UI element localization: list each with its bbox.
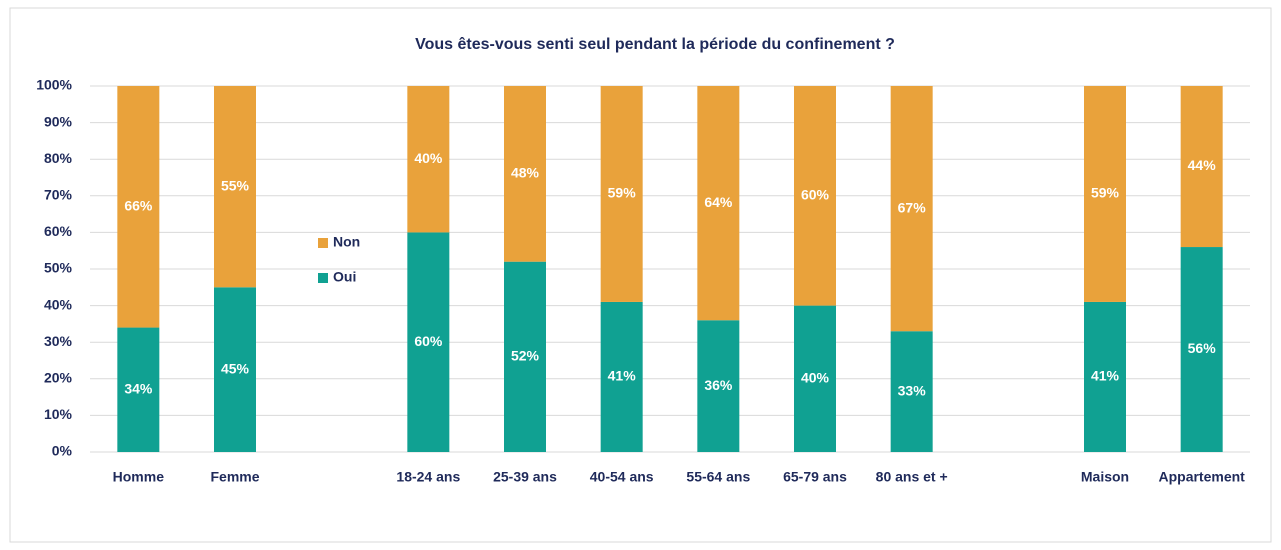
y-tick-label: 30% — [44, 333, 73, 349]
legend-swatch — [318, 238, 328, 248]
bar-segment — [697, 86, 740, 321]
data-label: 33% — [898, 382, 927, 398]
bar-segment — [117, 327, 160, 452]
y-tick-label: 60% — [44, 223, 73, 239]
data-label: 56% — [1188, 340, 1217, 356]
y-tick-label: 80% — [44, 150, 73, 166]
data-label: 67% — [898, 199, 927, 215]
bar-segment — [600, 301, 643, 452]
bar-segment — [697, 320, 740, 452]
data-label: 34% — [124, 380, 153, 396]
bar-segment — [794, 305, 836, 452]
data-label: 45% — [221, 360, 250, 376]
bar-segment — [504, 261, 546, 452]
x-tick-label: Femme — [210, 469, 259, 485]
bar-segment — [117, 86, 160, 328]
x-tick-label: Maison — [1081, 469, 1129, 485]
data-label: 59% — [608, 185, 637, 201]
y-tick-label: 10% — [44, 406, 73, 422]
legend-label: Oui — [333, 269, 356, 285]
x-tick-label: Appartement — [1158, 469, 1245, 485]
y-tick-label: 40% — [44, 296, 73, 312]
data-label: 52% — [511, 348, 540, 364]
bar-segment — [890, 86, 933, 332]
data-label: 64% — [704, 194, 733, 210]
data-label: 40% — [414, 150, 443, 166]
y-tick-label: 50% — [44, 260, 73, 276]
data-label: 44% — [1188, 157, 1217, 173]
y-tick-label: 100% — [36, 77, 72, 93]
bar-segment — [214, 86, 256, 288]
chart-title: Vous êtes-vous senti seul pendant la pér… — [415, 36, 895, 53]
bar-segment — [214, 287, 256, 452]
legend-swatch — [318, 273, 328, 283]
x-tick-label: 40-54 ans — [590, 469, 654, 485]
bar-segment — [407, 232, 450, 452]
x-tick-label: 65-79 ans — [783, 469, 847, 485]
bar-segment — [1084, 301, 1126, 452]
data-label: 66% — [124, 197, 153, 213]
data-label: 55% — [221, 177, 250, 193]
data-label: 36% — [704, 377, 733, 393]
bar-segment — [1180, 247, 1223, 452]
data-label: 41% — [608, 368, 637, 384]
x-tick-label: 18-24 ans — [396, 469, 460, 485]
x-tick-label: 80 ans et + — [876, 469, 948, 485]
y-tick-label: 70% — [44, 187, 73, 203]
data-label: 41% — [1091, 368, 1120, 384]
y-tick-label: 20% — [44, 370, 73, 386]
data-label: 59% — [1091, 185, 1120, 201]
data-label: 48% — [511, 165, 540, 181]
bar-segment — [1180, 86, 1223, 248]
y-tick-label: 0% — [52, 443, 73, 459]
bar-segment — [890, 331, 933, 452]
x-tick-label: 25-39 ans — [493, 469, 557, 485]
bar-segment — [794, 86, 836, 306]
data-label: 40% — [801, 370, 830, 386]
bar-segment — [407, 86, 450, 233]
legend-label: Non — [333, 234, 360, 250]
data-label: 60% — [801, 187, 830, 203]
bar-segment — [1084, 86, 1126, 302]
x-tick-label: 55-64 ans — [686, 469, 750, 485]
x-tick-label: Homme — [113, 469, 165, 485]
y-tick-label: 90% — [44, 113, 73, 129]
bar-segment — [504, 86, 546, 262]
bar-segment — [600, 86, 643, 302]
data-label: 60% — [414, 333, 443, 349]
